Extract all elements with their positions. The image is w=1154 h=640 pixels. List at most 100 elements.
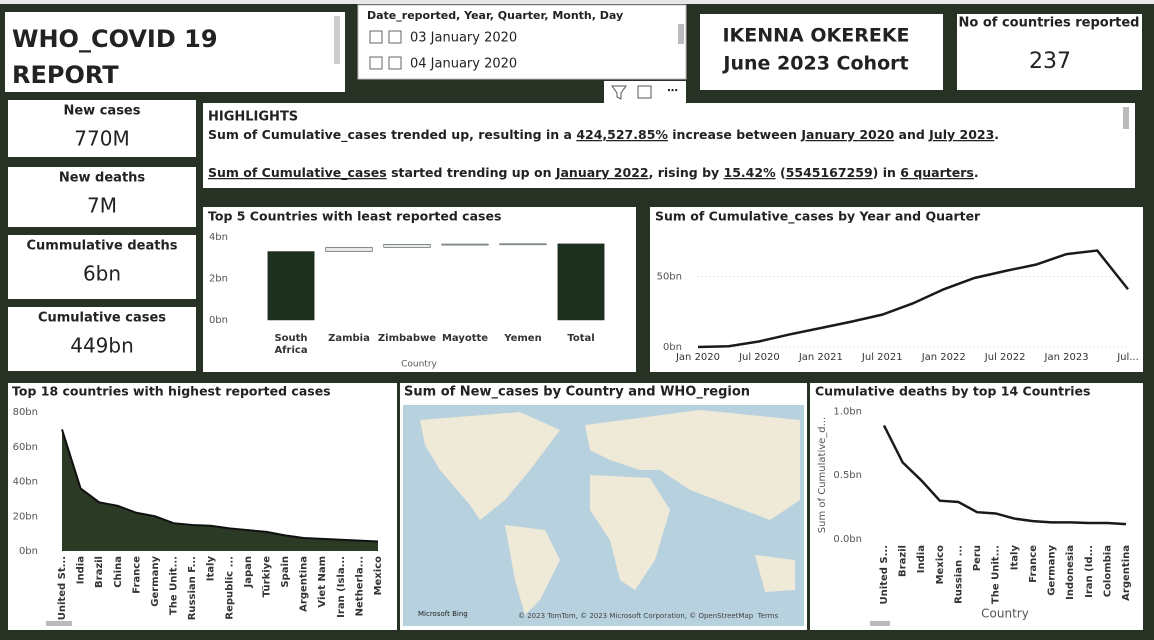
x-tick-label: Brazil (898, 545, 909, 577)
line (882, 424, 1127, 526)
x-tick-label-line: Yemen (503, 333, 541, 344)
toolbar-strip (0, 0, 1154, 4)
x-tick-label: Jan 2022 (921, 352, 966, 363)
map-logo: Microsoft Bing (418, 610, 468, 618)
y-tick-label: 2bn (209, 274, 228, 285)
y-tick-label: 0.5bn (833, 470, 862, 481)
y-tick-label: 0bn (209, 315, 228, 326)
card-value: 6bn (83, 262, 121, 286)
x-tick-label: Jul 2021 (861, 352, 903, 363)
x-tick-label-line: Africa (274, 345, 307, 356)
slicer-panel[interactable] (357, 4, 687, 80)
x-tick-label: Germany (150, 556, 161, 607)
highlight-segment: January 2022 (555, 165, 649, 180)
y-tick-label: 20bn (13, 511, 38, 522)
x-tick-label: Russian ... (953, 545, 964, 604)
highlight-segment: and (894, 127, 929, 142)
x-axis-label: Country (981, 607, 1029, 621)
y-tick-label: 80bn (13, 407, 38, 418)
filter-icon[interactable] (611, 85, 627, 100)
x-tick-label: Brazil (94, 556, 105, 588)
report-title: WHO_COVID 19 (12, 25, 218, 53)
chart-panel (810, 383, 1143, 630)
y-tick-label: 4bn (209, 232, 228, 243)
highlight-segment: Sum of Cumulative_cases (208, 165, 387, 181)
highlight-segment: 6 quarters (900, 165, 974, 180)
x-tick-label: Italy (1009, 545, 1020, 571)
card-value: 770M (74, 127, 129, 151)
expand-icon[interactable] (369, 30, 383, 44)
x-tick-label: Mayotte (442, 333, 488, 344)
x-tick-label: Jul... (1116, 352, 1139, 363)
card (8, 167, 196, 227)
focus-icon[interactable] (637, 85, 652, 99)
checkbox[interactable] (388, 56, 402, 70)
y-tick-label: 50bn (657, 272, 682, 283)
x-tick-label: United St... (57, 556, 68, 620)
x-tick-label: Mexico (935, 545, 946, 585)
slicer-item[interactable]: 04 January 2020 (410, 57, 517, 72)
line (697, 249, 1129, 349)
y-tick-label: 0bn (19, 546, 38, 557)
more-icon[interactable]: ⋯ (667, 84, 678, 97)
scrollbar (1123, 107, 1129, 129)
line (61, 429, 379, 543)
highlight-line: Sum of Cumulative_cases trended up, resu… (208, 127, 999, 143)
card-value: 449bn (70, 334, 134, 358)
card (8, 307, 196, 371)
x-tick-label: Netherla... (354, 556, 365, 616)
x-tick-label: The Unit... (169, 556, 180, 615)
checkbox[interactable] (388, 30, 402, 44)
x-tick-label: South Africa (274, 333, 307, 356)
x-tick-label: Zambia (328, 333, 370, 344)
x-tick-label: Russian F... (187, 556, 198, 620)
map-attribution: © 2023 TomTom, © 2023 Microsoft Corporat… (518, 612, 779, 620)
report-title: REPORT (12, 61, 119, 89)
y-tick-label: 60bn (13, 442, 38, 453)
x-tick-label: India (76, 556, 87, 584)
x-tick-label: Zimbabwe (378, 333, 436, 344)
x-tick-label: Indonesia (1065, 545, 1076, 600)
card-label: Cumulative cases (38, 311, 166, 326)
x-tick-label-line: Zambia (328, 333, 370, 344)
highlight-segment: increase between (668, 127, 801, 142)
x-tick-label: Jan 2020 (675, 352, 720, 363)
card-label: New deaths (59, 171, 146, 186)
x-tick-label: Spain (280, 556, 291, 588)
x-tick-label: Iran (Isla... (336, 556, 347, 618)
highlight-line: Sum of Cumulative_cases started trending… (208, 165, 979, 181)
card-label: New cases (63, 104, 140, 119)
map-land (505, 525, 560, 615)
highlight-segment: 5545167259 (786, 165, 873, 180)
author-cohort: June 2023 Cohort (721, 53, 908, 75)
card-label: Cummulative deaths (27, 239, 178, 254)
x-tick-label: Viet Nam (317, 556, 328, 608)
highlight-segment: January 2020 (800, 127, 894, 142)
slicer-header: Date_reported, Year, Quarter, Month, Day (367, 9, 623, 22)
slicer-item[interactable]: 03 January 2020 (410, 31, 517, 46)
x-tick-label: The Unit... (991, 545, 1002, 604)
x-tick-label-line: South (274, 333, 307, 344)
map-land (420, 412, 560, 520)
x-tick-label-line: Mayotte (442, 333, 488, 344)
x-tick-label: Peru (972, 545, 983, 571)
chart-title: Top 5 Countries with least reported case… (208, 209, 501, 224)
scrollbar (870, 621, 890, 626)
map-land (590, 475, 670, 590)
scrollbar (334, 16, 340, 64)
highlight-segment: . (974, 165, 979, 180)
title-panel (5, 12, 345, 92)
author-name: IKENNA OKEREKE (722, 25, 909, 47)
highlight-segment: ( (776, 165, 786, 180)
y-tick-label: 0bn (663, 342, 682, 353)
x-tick-label-line: Total (567, 333, 594, 344)
expand-icon[interactable] (369, 56, 383, 70)
area (62, 429, 378, 551)
card (8, 100, 196, 157)
bar (557, 243, 605, 321)
scrollbar (678, 24, 684, 44)
chart-title: Top 18 countries with highest reported c… (12, 384, 331, 399)
highlight-segment: July 2023 (928, 127, 994, 142)
x-axis-label: Country (401, 360, 437, 370)
